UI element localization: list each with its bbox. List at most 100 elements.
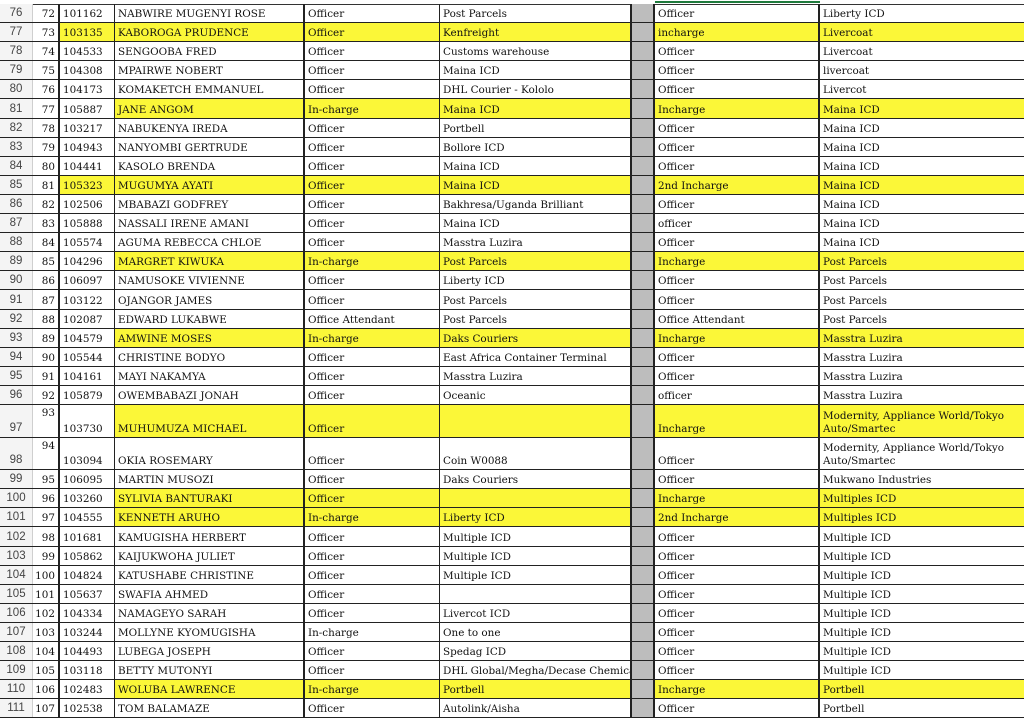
staff-id-cell[interactable]: 104824	[60, 565, 115, 584]
staff-id-cell[interactable]: 104173	[60, 80, 115, 99]
new-role-cell[interactable]: Officer	[655, 470, 820, 489]
hidden-separator-column[interactable]	[632, 603, 655, 622]
staff-id-cell[interactable]: 105637	[60, 584, 115, 603]
new-role-cell[interactable]: Officer	[655, 137, 820, 156]
staff-id-cell[interactable]: 104441	[60, 156, 115, 175]
station-cell[interactable]: Post Parcels	[440, 290, 632, 309]
new-role-cell[interactable]: Officer	[655, 347, 820, 366]
row-header[interactable]: 102	[0, 527, 33, 546]
name-cell[interactable]: CHRISTINE BODYO	[115, 347, 305, 366]
hidden-separator-column[interactable]	[632, 347, 655, 366]
staff-id-cell[interactable]: 104308	[60, 61, 115, 80]
new-station-cell[interactable]: Maina ICD	[820, 99, 1024, 118]
serial-number-cell[interactable]: 82	[33, 194, 60, 214]
name-cell[interactable]: NAMUSOKE VIVIENNE	[115, 271, 305, 290]
station-cell[interactable]: Post Parcels	[440, 4, 632, 23]
station-cell[interactable]: Multiple ICD	[440, 546, 632, 565]
role-cell[interactable]: Officer	[305, 42, 440, 61]
new-station-cell[interactable]: Post Parcels	[820, 252, 1024, 271]
new-role-cell[interactable]: 2nd Incharge	[655, 175, 820, 194]
role-cell[interactable]: In-charge	[305, 99, 440, 118]
station-cell[interactable]: Customs warehouse	[440, 42, 632, 61]
name-cell[interactable]: KATUSHABE CHRISTINE	[115, 565, 305, 584]
new-station-cell[interactable]: Masstra Luzira	[820, 328, 1024, 347]
station-cell[interactable]: Maina ICD	[440, 99, 632, 118]
serial-number-cell[interactable]: 103	[33, 622, 60, 641]
name-cell[interactable]: MPAIRWE NOBERT	[115, 61, 305, 80]
role-cell[interactable]: Officer	[305, 233, 440, 252]
new-station-cell[interactable]: Multiple ICD	[823, 627, 891, 639]
serial-number-cell[interactable]: 93	[33, 404, 60, 437]
serial-number-cell[interactable]: 81	[33, 175, 60, 194]
row-header[interactable]: 82	[0, 118, 33, 137]
staff-id-cell[interactable]: 102506	[60, 194, 115, 214]
role-cell[interactable]: Officer	[305, 546, 440, 565]
row-header[interactable]: 83	[0, 137, 33, 156]
role-cell[interactable]: Officer	[305, 385, 440, 404]
name-cell[interactable]: KASOLO BRENDA	[115, 156, 305, 175]
staff-id-cell[interactable]: 105888	[60, 214, 115, 233]
hidden-separator-column[interactable]	[632, 42, 655, 61]
name-cell[interactable]: MBABAZI GODFREY	[115, 194, 305, 214]
staff-id-cell[interactable]: 106097	[60, 271, 115, 290]
staff-id-cell[interactable]: 103118	[60, 661, 115, 680]
staff-id-cell[interactable]: 104579	[60, 328, 115, 347]
new-role-cell[interactable]: Officer	[655, 194, 820, 214]
station-cell[interactable]: Portbell	[440, 118, 632, 137]
station-cell[interactable]: Bollore ICD	[440, 137, 632, 156]
name-cell[interactable]: OKIA ROSEMARY	[115, 437, 305, 470]
row-header[interactable]: 103	[0, 546, 33, 565]
row-header[interactable]: 84	[0, 156, 33, 175]
name-cell[interactable]: NASSALI IRENE AMANI	[115, 214, 305, 233]
serial-number-cell[interactable]: 100	[33, 565, 60, 584]
new-role-cell[interactable]: Officer	[655, 80, 820, 99]
row-header[interactable]: 98	[0, 437, 33, 470]
row-header[interactable]: 94	[0, 347, 33, 366]
new-station-cell[interactable]: Portbell	[820, 680, 1024, 699]
new-station-cell[interactable]: Multiple ICD	[823, 646, 891, 659]
new-station-cell[interactable]: Post Parcels	[823, 313, 887, 326]
role-cell[interactable]: Officer	[305, 80, 440, 99]
role-cell[interactable]: In-charge	[305, 508, 440, 527]
station-cell[interactable]: Maina ICD	[440, 156, 632, 175]
row-header[interactable]: 85	[0, 175, 33, 194]
row-header[interactable]: 93	[0, 328, 33, 347]
station-cell[interactable]: Kenfreight	[440, 23, 632, 42]
serial-number-cell[interactable]: 92	[33, 385, 60, 404]
row-header[interactable]: 81	[0, 99, 33, 118]
new-station-cell[interactable]: Livercoat	[823, 46, 873, 59]
hidden-separator-column[interactable]	[632, 470, 655, 489]
station-cell[interactable]: Daks Couriers	[440, 328, 632, 347]
new-station-cell[interactable]: Multiples ICD	[820, 508, 1024, 527]
serial-number-cell[interactable]: 76	[33, 80, 60, 99]
hidden-separator-column[interactable]	[632, 404, 655, 437]
name-cell[interactable]: BETTY MUTONYI	[115, 661, 305, 680]
role-cell[interactable]: Officer	[305, 603, 440, 622]
new-role-cell[interactable]: Incharge	[655, 489, 820, 508]
hidden-separator-column[interactable]	[632, 527, 655, 546]
name-cell[interactable]: AMWINE MOSES	[115, 328, 305, 347]
name-cell[interactable]: MUGUMYA AYATI	[115, 175, 305, 194]
row-header[interactable]: 104	[0, 565, 33, 584]
hidden-separator-column[interactable]	[632, 118, 655, 137]
name-cell[interactable]: EDWARD LUKABWE	[115, 309, 305, 328]
row-header[interactable]: 111	[0, 699, 33, 718]
new-role-cell[interactable]: Incharge	[655, 404, 820, 437]
staff-id-cell[interactable]: 102087	[60, 309, 115, 328]
row-header[interactable]: 92	[0, 309, 33, 328]
hidden-separator-column[interactable]	[632, 4, 655, 23]
station-cell[interactable]: DHL Courier - Kololo	[440, 80, 632, 99]
hidden-separator-column[interactable]	[632, 661, 655, 680]
hidden-separator-column[interactable]	[632, 233, 655, 252]
serial-number-cell[interactable]: 77	[33, 99, 60, 118]
role-cell[interactable]: Officer	[305, 470, 440, 489]
row-header[interactable]: 106	[0, 603, 33, 622]
row-header[interactable]: 107	[0, 622, 33, 641]
serial-number-cell[interactable]: 87	[33, 290, 60, 309]
station-cell[interactable]: Daks Couriers	[440, 470, 632, 489]
serial-number-cell[interactable]: 94	[33, 437, 60, 470]
new-station-cell[interactable]: Multiple ICD	[823, 588, 891, 601]
staff-id-cell[interactable]: 104555	[60, 508, 115, 527]
staff-id-cell[interactable]: 101162	[60, 4, 115, 23]
serial-number-cell[interactable]: 105	[33, 661, 60, 680]
